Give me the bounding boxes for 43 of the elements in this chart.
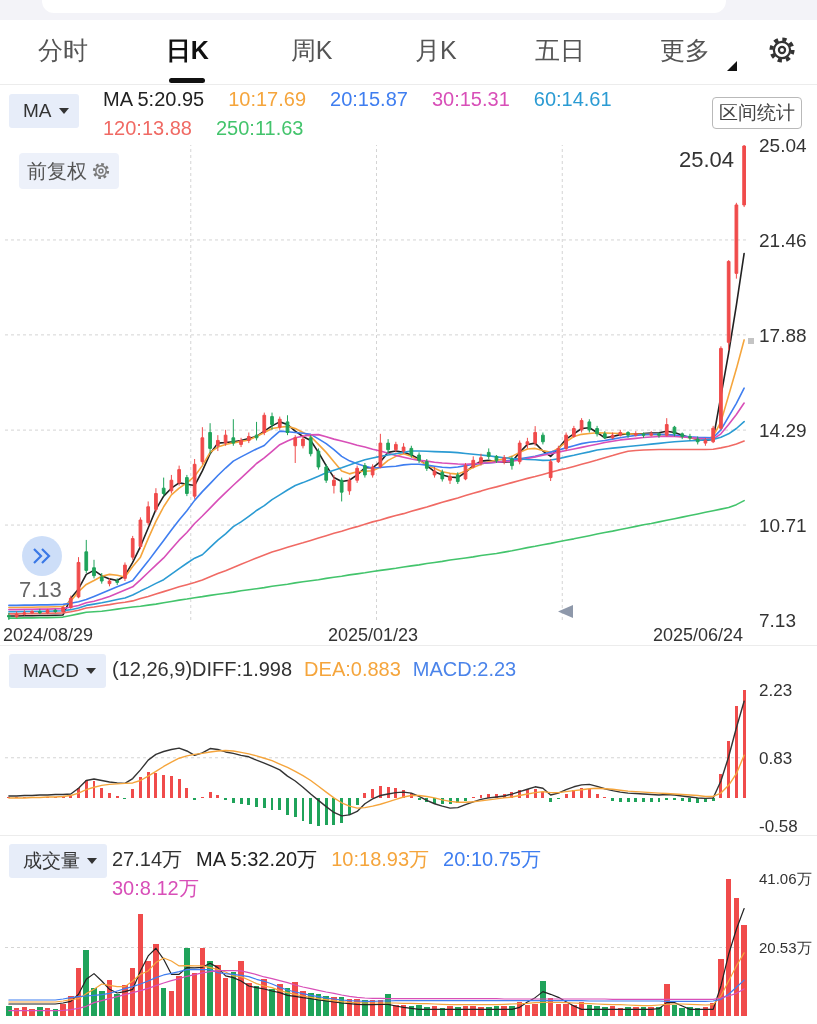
x-tick-label: 2024/08/29 <box>3 625 94 645</box>
legend-label: (12,26,9)DIFF:1.998 <box>112 657 293 682</box>
annotation: 7.13 <box>19 577 62 602</box>
y-tick-label: 14.29 <box>759 419 807 441</box>
text: 27.14万 <box>112 847 183 872</box>
text: 月K <box>415 35 457 65</box>
text: 10:18.93万 <box>331 847 430 872</box>
y-tick-label: 21.46 <box>759 229 807 251</box>
y-tick-label: 41.06万 <box>759 870 812 888</box>
text: DEA:0.883 <box>304 657 401 682</box>
text: MACD:2.23 <box>412 657 517 682</box>
y-tick-label: 17.88 <box>759 324 807 346</box>
text: 120:13.88 <box>103 116 192 141</box>
button: 区间统计 <box>712 97 802 129</box>
text: 更多 <box>659 35 710 65</box>
text: 250:11.63 <box>215 116 304 141</box>
text: 10:17.69 <box>228 87 307 112</box>
annotation: 25.04 <box>679 147 735 172</box>
y-tick-label: 7.13 <box>759 609 796 631</box>
text: 周K <box>290 35 333 65</box>
text: 20:10.75万 <box>443 847 541 872</box>
dropdown: 成交量 <box>9 844 107 878</box>
text: 60:14.61 <box>533 87 612 112</box>
text: 30:8.12万 <box>112 876 199 901</box>
text: 分时 <box>38 35 88 65</box>
y-tick-label: 25.04 <box>759 134 807 156</box>
y-tick-label: -0.58 <box>759 816 798 836</box>
annotation: 前复权 <box>27 158 87 184</box>
x-tick-label: 2025/01/23 <box>328 625 419 645</box>
y-tick-label: 2.23 <box>759 680 793 700</box>
dropdown: MACD <box>9 654 106 688</box>
text: 30:15.31 <box>431 87 510 112</box>
text: 日K <box>165 35 209 65</box>
y-tick-label: 0.83 <box>759 748 793 768</box>
y-tick-label: 20.53万 <box>759 938 812 956</box>
text: MA 5:20.95 <box>103 87 205 112</box>
text: MA 5:32.20万 <box>196 847 318 872</box>
x-tick-label: 2025/06/24 <box>653 625 744 645</box>
text: 五日 <box>535 35 586 65</box>
dropdown: MA <box>9 94 79 128</box>
text: 20:15.87 <box>330 87 408 112</box>
button: 前复权 <box>19 153 119 189</box>
y-tick-label: 10.71 <box>759 514 807 536</box>
